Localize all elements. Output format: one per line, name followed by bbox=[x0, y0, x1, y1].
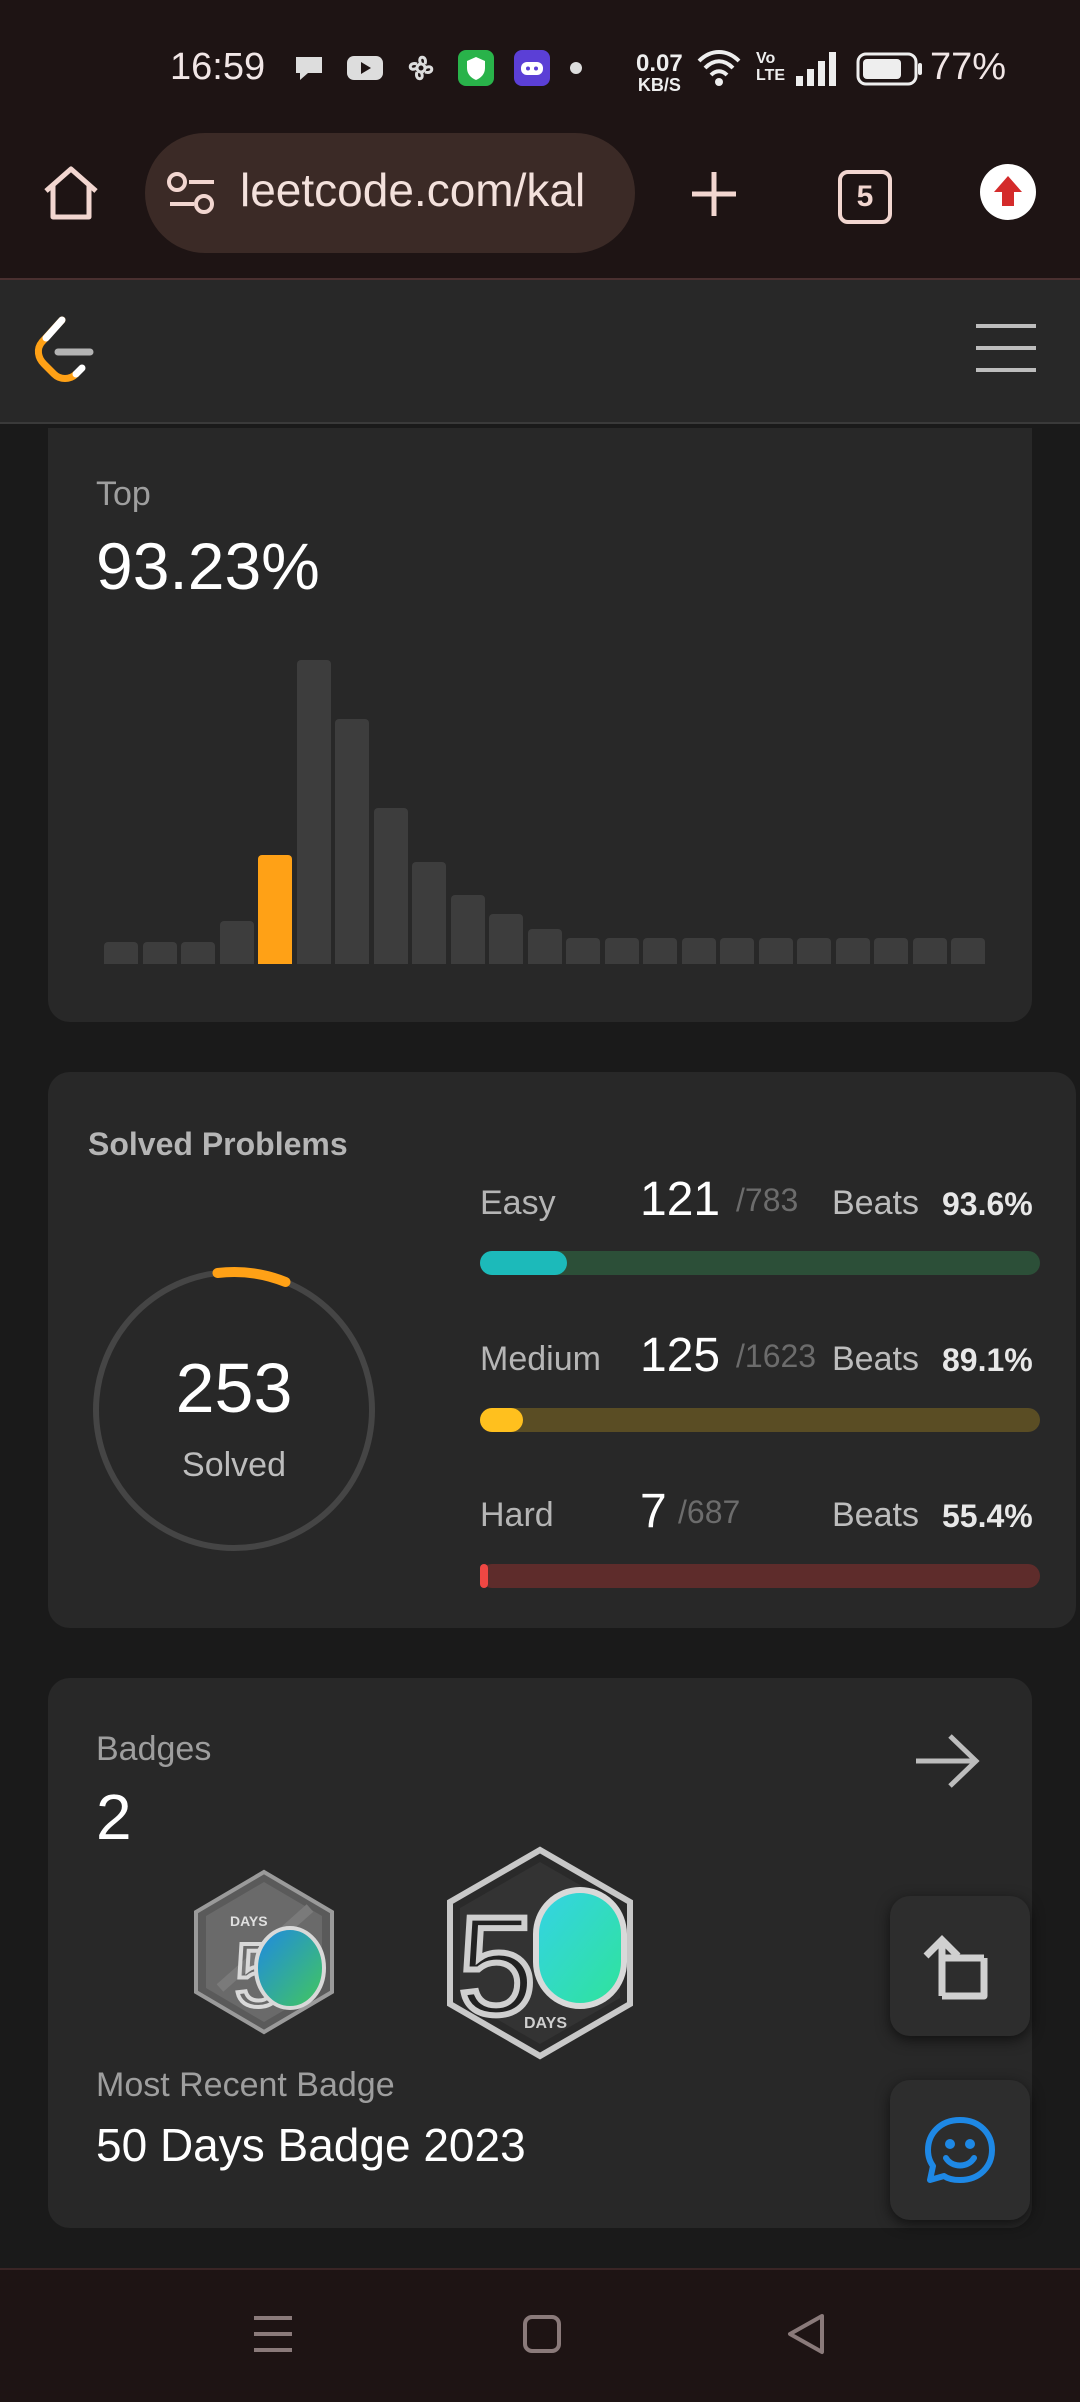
solved-problems-card bbox=[48, 1072, 1076, 1628]
hard-beats-label: Beats bbox=[832, 1496, 919, 1534]
hard-progress-track bbox=[480, 1564, 1040, 1588]
ranking-bar bbox=[142, 942, 177, 964]
ranking-bar bbox=[219, 920, 254, 964]
ranking-distribution-chart bbox=[104, 660, 985, 964]
hard-label: Hard bbox=[480, 1496, 554, 1534]
badge1-days-text: DAYS bbox=[230, 1913, 268, 1929]
medium-beats-label: Beats bbox=[832, 1340, 919, 1378]
system-nav-bar bbox=[0, 2268, 1080, 2402]
easy-count: 121 bbox=[640, 1173, 721, 1226]
swap-view-button[interactable] bbox=[890, 1896, 1030, 2036]
ranking-bar bbox=[527, 929, 562, 964]
medium-total: /1623 bbox=[736, 1338, 817, 1374]
battery-percent: 77% bbox=[930, 46, 1007, 88]
back-nav-icon[interactable] bbox=[786, 2312, 826, 2356]
pinwheel-icon bbox=[408, 55, 434, 81]
medium-label: Medium bbox=[480, 1340, 601, 1378]
easy-total: /783 bbox=[736, 1182, 799, 1218]
url-bar[interactable] bbox=[145, 133, 635, 253]
contest-ranking-card bbox=[48, 428, 1032, 1022]
ranking-bar bbox=[104, 942, 138, 964]
solved-ring-arc bbox=[212, 1267, 291, 1287]
ranking-bar bbox=[566, 937, 600, 964]
top-label: Top bbox=[96, 475, 151, 513]
arrow-up-icon bbox=[994, 176, 1022, 206]
top-percent-value: 93.23% bbox=[96, 529, 320, 603]
solved-total: 253 bbox=[175, 1349, 293, 1427]
easy-beats-label: Beats bbox=[832, 1184, 919, 1222]
solved-problems-title: Solved Problems bbox=[88, 1126, 348, 1162]
ranking-bar bbox=[489, 914, 523, 964]
ranking-bar bbox=[758, 937, 793, 964]
network-speed-unit: KB/S bbox=[637, 75, 681, 95]
home-icon[interactable] bbox=[40, 162, 102, 224]
signal-icon bbox=[796, 52, 836, 86]
ranking-bar bbox=[335, 718, 369, 964]
ranking-bar bbox=[412, 861, 446, 964]
url-text[interactable]: leetcode.com/kal bbox=[240, 164, 586, 216]
medium-count: 125 bbox=[640, 1329, 721, 1382]
ranking-bar bbox=[797, 937, 831, 964]
badges-count: 2 bbox=[96, 1781, 132, 1853]
youtube-icon bbox=[347, 56, 383, 80]
ranking-bar bbox=[681, 937, 716, 964]
ranking-bar bbox=[874, 937, 908, 964]
solved-progress-ring bbox=[93, 1267, 375, 1551]
new-tab-icon[interactable] bbox=[688, 168, 740, 220]
ranking-bar bbox=[604, 937, 639, 964]
site-settings-icon[interactable] bbox=[166, 168, 218, 218]
shield-app-icon bbox=[458, 50, 494, 86]
update-button[interactable] bbox=[980, 164, 1036, 220]
ranking-bar bbox=[912, 937, 947, 964]
ranking-bar bbox=[373, 807, 408, 964]
smiley-chat-icon bbox=[925, 2117, 995, 2183]
ranking-bar bbox=[181, 942, 215, 964]
ranking-bar bbox=[450, 894, 485, 964]
volte-indicator: Vo LTE bbox=[756, 50, 786, 84]
svg-text:5: 5 bbox=[458, 1887, 536, 2044]
easy-label: Easy bbox=[480, 1184, 556, 1222]
status-time: 16:59 bbox=[170, 46, 266, 88]
ranking-bar bbox=[835, 937, 870, 964]
feedback-button[interactable] bbox=[890, 2080, 1030, 2220]
game-app-icon bbox=[514, 50, 550, 86]
most-recent-badge-name: 50 Days Badge 2023 bbox=[96, 2119, 526, 2171]
medium-progress-track bbox=[480, 1408, 1040, 1432]
network-speed: 0.07 KB/S bbox=[636, 50, 683, 95]
menu-icon[interactable] bbox=[974, 322, 1038, 374]
solved-total-label: Solved bbox=[182, 1446, 286, 1484]
message-icon bbox=[296, 57, 322, 80]
network-speed-value: 0.07 bbox=[636, 50, 683, 77]
ranking-bar bbox=[720, 937, 754, 964]
medium-progress-fill bbox=[480, 1408, 524, 1432]
badge-50-days-2023[interactable]: 5 DAYS bbox=[444, 1846, 636, 2060]
badge-50-days-small[interactable]: DAYS 5 bbox=[190, 1868, 338, 2036]
arrow-right-icon[interactable] bbox=[912, 1730, 982, 1792]
site-header bbox=[0, 280, 1080, 424]
hard-count: 7 bbox=[640, 1485, 667, 1538]
hard-beats-value: 55.4% bbox=[942, 1498, 1033, 1534]
leetcode-logo-icon[interactable] bbox=[32, 312, 96, 384]
ranking-bar bbox=[643, 937, 677, 964]
swap-icon bbox=[923, 1935, 988, 2000]
badges-title: Badges bbox=[96, 1730, 212, 1768]
most-recent-badge-label: Most Recent Badge bbox=[96, 2066, 395, 2104]
badge2-days-text: DAYS bbox=[524, 2015, 567, 2032]
hard-progress-fill bbox=[480, 1564, 488, 1588]
home-nav-icon[interactable] bbox=[522, 2314, 562, 2354]
ranking-bar bbox=[258, 855, 292, 964]
more-notifications-dot bbox=[570, 62, 582, 74]
battery-icon bbox=[856, 52, 922, 86]
ranking-bar bbox=[951, 937, 985, 964]
wifi-icon bbox=[697, 50, 741, 86]
recent-apps-icon[interactable] bbox=[252, 2314, 294, 2354]
medium-beats-value: 89.1% bbox=[942, 1342, 1033, 1378]
easy-beats-value: 93.6% bbox=[942, 1186, 1033, 1222]
tab-switcher-button[interactable]: 5 bbox=[838, 170, 892, 224]
notification-icons bbox=[292, 46, 582, 90]
easy-progress-track bbox=[480, 1251, 1040, 1275]
ranking-bar bbox=[296, 660, 331, 964]
hard-total: /687 bbox=[678, 1494, 741, 1530]
easy-progress-fill bbox=[480, 1251, 567, 1275]
